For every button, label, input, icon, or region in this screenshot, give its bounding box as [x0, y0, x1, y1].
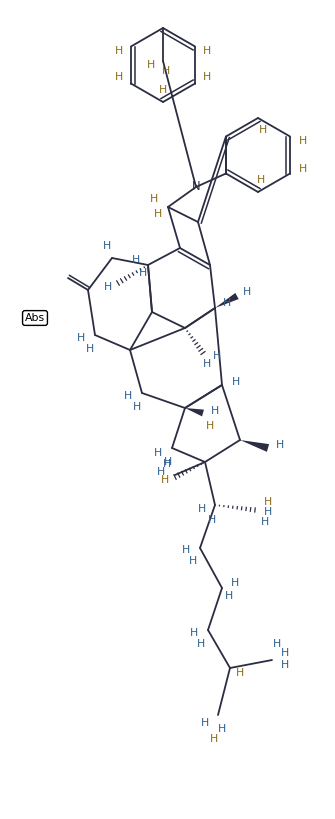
Text: H: H [264, 497, 272, 507]
Text: H: H [223, 298, 231, 308]
Text: H: H [157, 467, 165, 477]
Text: H: H [154, 209, 162, 219]
Text: H: H [206, 421, 214, 431]
Text: H: H [163, 459, 171, 469]
Text: H: H [210, 734, 218, 744]
Text: H: H [203, 359, 211, 369]
Text: H: H [198, 504, 206, 514]
Text: H: H [182, 545, 190, 555]
Text: H: H [197, 639, 205, 649]
Text: H: H [139, 268, 147, 278]
Text: H: H [159, 85, 167, 95]
Text: Abs: Abs [25, 313, 45, 323]
Text: H: H [236, 668, 244, 678]
Text: H: H [213, 351, 221, 361]
Text: H: H [203, 47, 211, 57]
Text: H: H [211, 406, 219, 416]
Text: H: H [225, 591, 233, 601]
Text: H: H [273, 639, 281, 649]
Text: H: H [164, 457, 172, 467]
Polygon shape [215, 293, 239, 308]
Text: H: H [132, 255, 140, 265]
Text: H: H [104, 282, 112, 292]
Text: N: N [192, 180, 200, 193]
Text: H: H [261, 517, 269, 527]
Text: H: H [190, 628, 198, 638]
Text: H: H [147, 60, 155, 70]
Text: H: H [264, 507, 272, 517]
Text: H: H [281, 648, 289, 658]
Text: H: H [299, 164, 307, 174]
Text: H: H [161, 475, 169, 485]
Text: H: H [259, 125, 267, 135]
Text: H: H [276, 440, 284, 450]
Polygon shape [240, 440, 269, 452]
Text: H: H [154, 448, 162, 458]
Text: H: H [257, 175, 265, 185]
Text: H: H [115, 47, 123, 57]
Text: H: H [243, 287, 251, 297]
Text: H: H [124, 391, 132, 401]
Text: H: H [231, 578, 239, 588]
Text: H: H [208, 515, 216, 525]
Text: H: H [299, 137, 307, 147]
Text: H: H [133, 402, 141, 412]
Text: H: H [218, 724, 226, 734]
Text: H: H [150, 194, 158, 204]
Text: H: H [232, 377, 240, 387]
Polygon shape [185, 408, 204, 416]
Text: H: H [189, 556, 197, 566]
Text: H: H [201, 718, 209, 728]
Text: H: H [162, 66, 170, 76]
Text: H: H [86, 344, 94, 354]
Text: H: H [115, 71, 123, 82]
Text: H: H [77, 333, 85, 343]
Text: H: H [203, 71, 211, 82]
Text: H: H [103, 241, 111, 251]
Text: H: H [281, 660, 289, 670]
